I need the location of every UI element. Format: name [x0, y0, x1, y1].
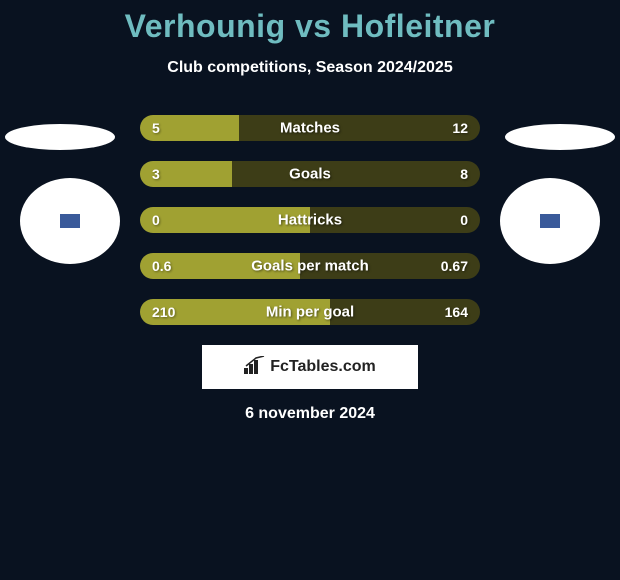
brand-chart-icon — [244, 356, 266, 379]
bar-right-value: 0.67 — [441, 258, 468, 274]
bar-right-value: 12 — [452, 120, 468, 136]
bar-left-value: 0 — [152, 212, 160, 228]
player-left-circle — [20, 178, 120, 264]
bar-label: Min per goal — [266, 304, 354, 321]
bar-row: 210 Min per goal 164 — [140, 299, 480, 325]
page-subtitle: Club competitions, Season 2024/2025 — [0, 59, 620, 77]
bar-right-value: 8 — [460, 166, 468, 182]
team-badge-right-icon — [540, 214, 560, 228]
bar-row: 3 Goals 8 — [140, 161, 480, 187]
team-badge-left-icon — [60, 214, 80, 228]
bar-label: Goals per match — [251, 258, 369, 275]
player-right-ellipse — [505, 124, 615, 150]
player-left-ellipse — [5, 124, 115, 150]
date-text: 6 november 2024 — [0, 405, 620, 423]
bar-row: 0 Hattricks 0 — [140, 207, 480, 233]
bar-row: 5 Matches 12 — [140, 115, 480, 141]
bar-right-value: 0 — [460, 212, 468, 228]
bar-left-value: 3 — [152, 166, 160, 182]
bar-label: Goals — [289, 166, 331, 183]
bar-left-value: 0.6 — [152, 258, 171, 274]
bar-row: 0.6 Goals per match 0.67 — [140, 253, 480, 279]
bar-right-segment — [232, 161, 480, 187]
brand-box[interactable]: FcTables.com — [202, 345, 418, 389]
bar-right-segment — [239, 115, 480, 141]
bar-label: Matches — [280, 120, 340, 137]
bar-label: Hattricks — [278, 212, 342, 229]
page-title: Verhounig vs Hofleitner — [0, 0, 620, 45]
bar-right-value: 164 — [445, 304, 468, 320]
player-right-circle — [500, 178, 600, 264]
bar-left-value: 210 — [152, 304, 175, 320]
comparison-bars: 5 Matches 12 3 Goals 8 0 Hattricks 0 0.6… — [140, 115, 480, 325]
bar-left-value: 5 — [152, 120, 160, 136]
brand-text: FcTables.com — [270, 358, 376, 376]
